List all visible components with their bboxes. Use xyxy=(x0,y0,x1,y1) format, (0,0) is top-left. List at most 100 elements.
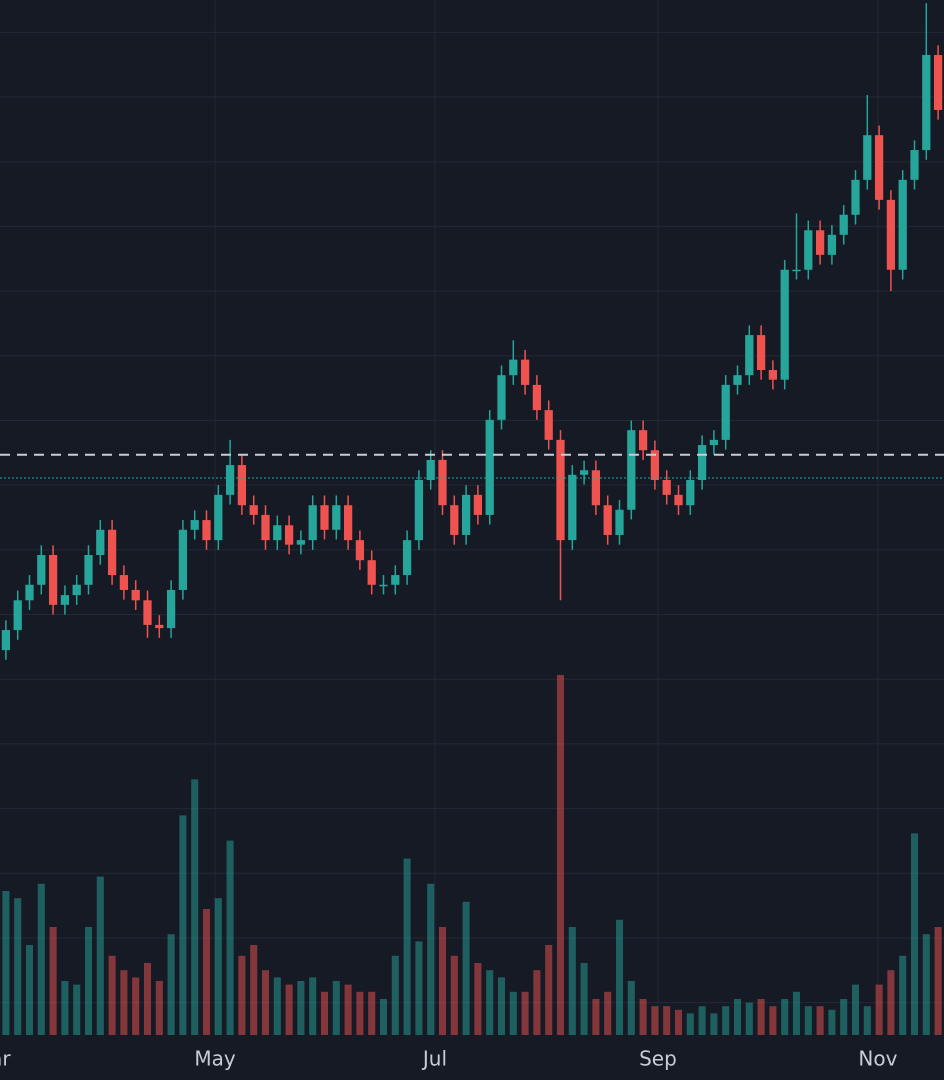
volume-bar xyxy=(368,991,376,1035)
candle-body xyxy=(603,505,612,535)
candle-body xyxy=(107,529,117,576)
volume-bar xyxy=(238,955,246,1035)
volume-bar xyxy=(214,898,222,1035)
volume-bar xyxy=(887,970,895,1035)
candle-body xyxy=(532,384,542,411)
candle-body xyxy=(402,540,412,576)
candle-body xyxy=(591,470,601,506)
candle-body xyxy=(839,214,848,235)
volume-bar xyxy=(84,927,93,1035)
candle-body xyxy=(214,494,223,541)
candle-body xyxy=(497,375,506,420)
candle-body xyxy=(568,474,577,541)
volume-bar xyxy=(132,977,140,1035)
volume-bar xyxy=(934,927,942,1035)
candle-body xyxy=(686,479,695,506)
candle-body xyxy=(780,269,789,380)
candle-body xyxy=(910,150,919,180)
candle-body xyxy=(509,359,518,376)
volume-bar xyxy=(309,977,317,1035)
volume-bar xyxy=(250,945,258,1035)
volume-bar xyxy=(816,1006,824,1035)
volume-bar xyxy=(722,1006,730,1035)
volume-bar xyxy=(226,840,234,1035)
candle-body xyxy=(237,465,247,506)
candle-body xyxy=(804,230,813,270)
candle-body xyxy=(697,445,707,480)
volume-bar xyxy=(25,945,34,1035)
candle-body xyxy=(438,459,447,506)
x-tick-label: May xyxy=(194,1047,236,1071)
volume-bar xyxy=(427,883,435,1035)
candle-body xyxy=(155,624,164,629)
volume-bar xyxy=(474,963,482,1035)
candle-body xyxy=(544,410,553,440)
volume-bar xyxy=(37,883,45,1035)
candle-body xyxy=(249,505,258,515)
candle-body xyxy=(674,494,683,506)
volume-bar xyxy=(627,981,635,1035)
candle-body xyxy=(72,584,81,596)
volume-bar xyxy=(851,984,860,1035)
volume-bar xyxy=(285,984,293,1035)
candle-body xyxy=(367,560,376,585)
candle-body xyxy=(650,450,660,480)
volume-bar xyxy=(273,977,281,1035)
volume-bar xyxy=(674,1009,683,1035)
volume-bar xyxy=(710,1013,718,1035)
candle-body xyxy=(615,509,624,535)
volume-bar xyxy=(261,970,270,1035)
volume-bar xyxy=(143,963,152,1035)
candle-body xyxy=(48,555,58,605)
candle-body xyxy=(1,630,11,651)
candle-body xyxy=(119,575,129,590)
candle-body xyxy=(922,54,931,151)
volume-bar xyxy=(922,934,930,1035)
candle-body xyxy=(355,540,365,561)
candle-body xyxy=(792,269,801,272)
volume-bar xyxy=(663,1006,671,1035)
volume-bar xyxy=(391,955,399,1035)
x-tick-label: Mar xyxy=(0,1047,11,1071)
candle-body xyxy=(273,525,282,541)
candle-body xyxy=(768,370,778,380)
volume-bar xyxy=(533,970,541,1035)
candle-body xyxy=(225,465,235,495)
volume-bar xyxy=(899,955,907,1035)
candle-body xyxy=(662,479,671,495)
volume-bar xyxy=(379,999,388,1035)
candle-body xyxy=(426,459,435,480)
candle-body xyxy=(733,375,742,385)
candle-body xyxy=(261,514,270,541)
volume-bar xyxy=(344,984,352,1035)
volume-bar xyxy=(120,970,128,1035)
candle-body xyxy=(166,589,176,629)
volume-bar xyxy=(840,999,848,1035)
volume-bar xyxy=(804,1006,812,1035)
candle-body xyxy=(37,555,46,585)
candle-body xyxy=(851,179,860,215)
candle-body xyxy=(320,505,329,530)
volume-bar xyxy=(96,876,104,1035)
candle-body xyxy=(202,520,211,541)
volume-bar xyxy=(320,991,329,1035)
candle-body xyxy=(886,199,896,270)
candle-body xyxy=(343,505,353,541)
candle-body xyxy=(461,494,471,535)
x-tick-label: Sep xyxy=(639,1047,677,1071)
volume-bar xyxy=(403,858,411,1035)
volume-bar xyxy=(108,955,116,1035)
volume-bar xyxy=(875,984,883,1035)
x-tick-label: Jul xyxy=(421,1047,447,1071)
candle-body xyxy=(13,600,22,631)
volume-bar xyxy=(757,999,765,1035)
candle-body xyxy=(556,439,565,541)
volume-bar xyxy=(828,1009,836,1035)
volume-bar xyxy=(462,901,470,1035)
candle-body xyxy=(827,234,837,255)
volume-bar xyxy=(179,815,187,1035)
candle-body xyxy=(332,505,341,530)
